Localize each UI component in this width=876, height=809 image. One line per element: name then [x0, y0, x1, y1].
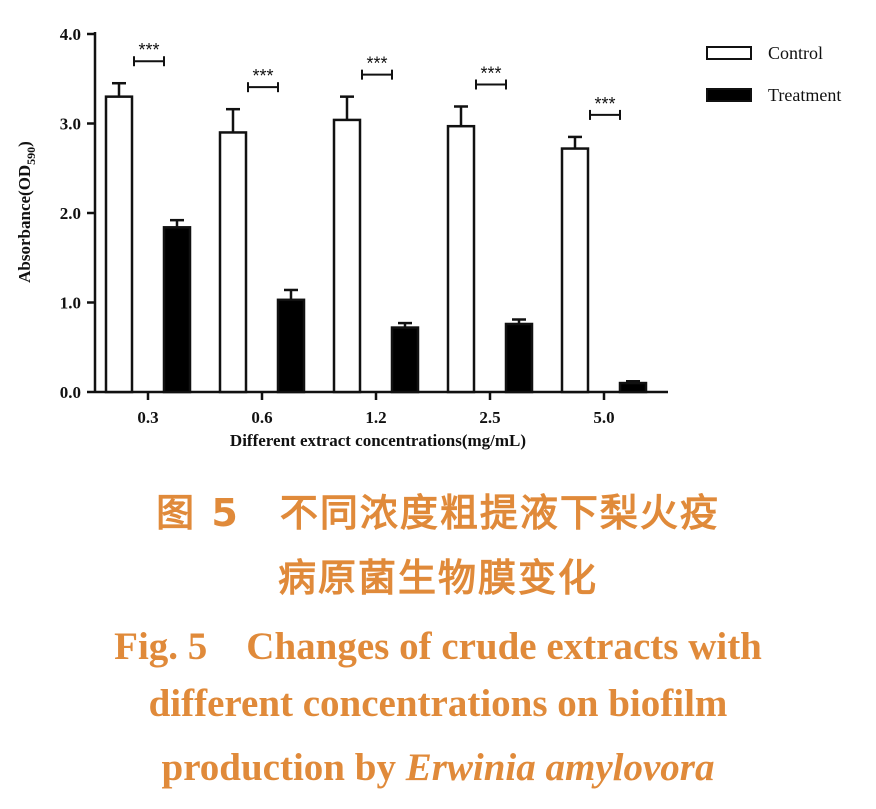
caption-cn-line2: 病原菌生物膜变化 [277, 556, 598, 600]
y-tick-label-3: 3.0 [60, 115, 81, 134]
significance-markers: *** *** *** *** *** [133, 40, 621, 120]
bar-chart: 0.01.02.03.04.00.3 0.6 1.2 2.5 5.0 *********… [15, 25, 841, 450]
x-tick-label-1: 0.6 [251, 408, 272, 427]
control-bar-4 [560, 147, 590, 394]
chart-bars [104, 81, 648, 394]
y-axis-title: Absorbance(OD590) [15, 141, 38, 283]
x-tick-label-4: 5.0 [593, 408, 614, 427]
x-tick-label-2: 1.2 [365, 408, 386, 427]
caption-cn-line1: 图 5 不同浓度粗提液下梨火疫 [156, 491, 720, 535]
significance-label-0: *** [138, 40, 159, 60]
x-tick-label-0: 0.3 [137, 408, 158, 427]
significance-label-4: *** [594, 94, 615, 114]
caption-en-line3: production by Erwinia amylovora [0, 745, 876, 790]
significance-label-3: *** [480, 63, 501, 83]
y-tick-label-2: 2.0 [60, 204, 81, 223]
legend-label-control: Control [768, 43, 823, 63]
treatment-bar-2 [390, 326, 420, 394]
treatment-bar-3 [504, 322, 534, 394]
y-tick-label-1: 1.0 [60, 294, 81, 313]
treatment-bar-0 [162, 226, 192, 394]
caption-species-name: Erwinia amylovora [405, 746, 715, 789]
control-bar-3 [446, 124, 476, 394]
legend-swatch-control [706, 46, 752, 60]
y-axis-title-subscript: 590 [24, 147, 38, 165]
control-bar-2 [332, 118, 362, 394]
control-bar-1 [218, 131, 248, 394]
y-tick-label-4: 4.0 [60, 25, 81, 44]
legend-label-treatment: Treatment [768, 85, 841, 105]
chart-legend: Control Treatment [706, 43, 841, 105]
caption-en-line3-prefix: production by [161, 746, 406, 789]
y-tick-label-0: 0.0 [60, 383, 81, 402]
significance-label-1: *** [252, 66, 273, 86]
legend-swatch-treatment [706, 88, 752, 102]
y-axis-title-main: Absorbance(OD [15, 165, 34, 283]
x-axis-title: Different extract concentrations(mg/mL) [230, 431, 526, 450]
y-axis-title-close: ) [15, 141, 34, 147]
control-bar-0 [104, 95, 134, 394]
treatment-bar-4 [618, 381, 648, 394]
caption-en-line2: different concentrations on biofilm [148, 682, 728, 725]
x-tick-label-3: 2.5 [479, 408, 500, 427]
treatment-bar-1 [276, 298, 306, 394]
significance-label-2: *** [366, 54, 387, 74]
caption-en-line1: Fig. 5 Changes of crude extracts with [114, 625, 762, 668]
